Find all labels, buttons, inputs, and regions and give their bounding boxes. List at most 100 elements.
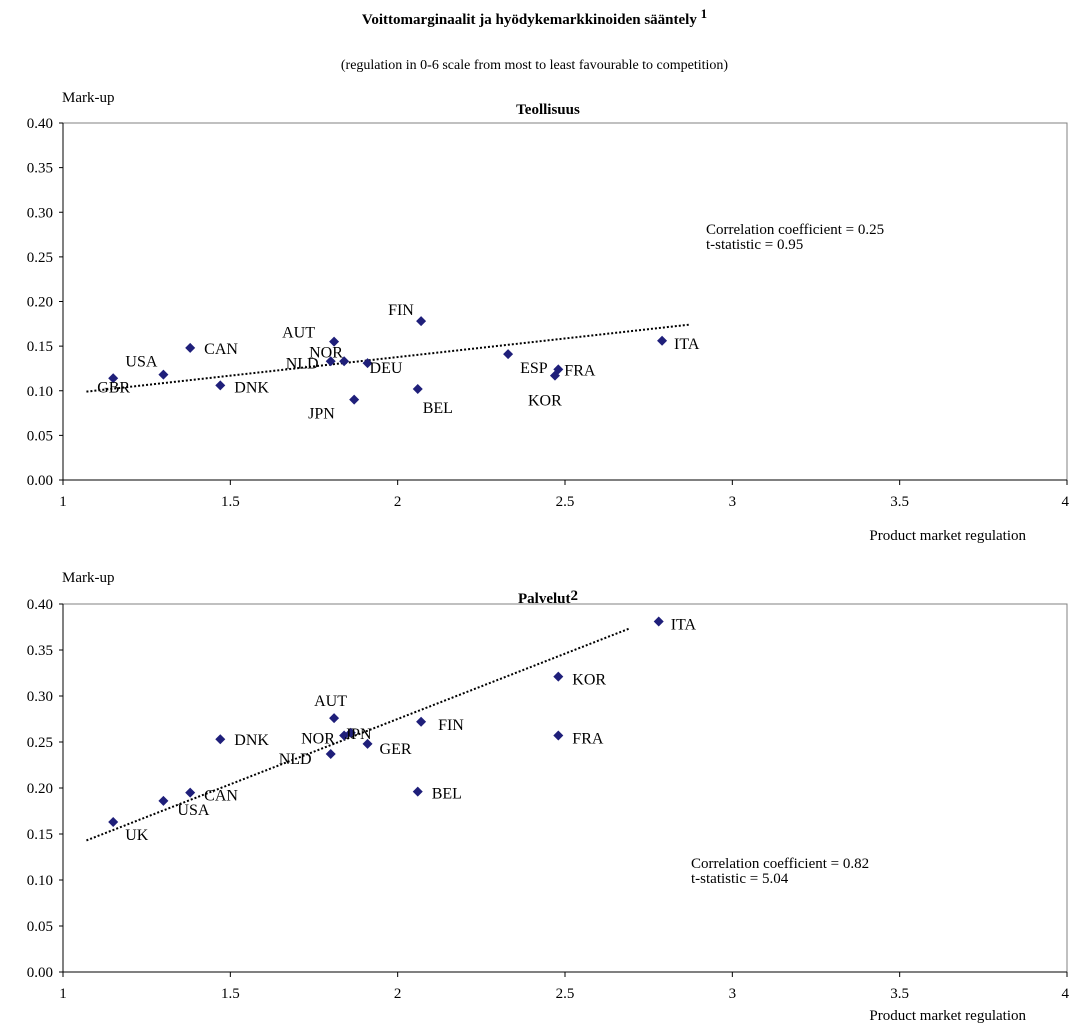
chart1-y-tick-label: 0.40 [27, 116, 53, 132]
chart2-point-label-fin: FIN [438, 717, 464, 734]
chart1-point-label-jpn: JPN [308, 406, 335, 423]
chart2-point-dnk [215, 734, 226, 745]
chart1-y-tick-label: 0.30 [27, 205, 53, 221]
chart1-x-axis-label: Product market regulation [869, 528, 1026, 544]
chart1-point-label-kor: KOR [528, 393, 562, 410]
chart1-x-tick-label: 3.5 [890, 494, 909, 510]
chart2-point-label-ita: ITA [671, 616, 697, 633]
chart2-point-label-dnk: DNK [234, 732, 269, 749]
chart2-y-axis-label: Mark-up [62, 570, 115, 586]
chart2-point-ita [653, 616, 664, 627]
chart1-y-tick-label: 0.00 [27, 473, 53, 489]
chart2-y-tick-label: 0.20 [27, 781, 53, 797]
chart2-point-label-ger: GER [380, 741, 412, 758]
chart2-point-usa [158, 795, 169, 806]
chart1-x-tick-label: 1 [59, 494, 67, 510]
chart1-y-tick-label: 0.20 [27, 295, 53, 311]
chart1-point-label-deu: DEU [370, 360, 403, 377]
chart2-x-axis-label: Product market regulation [869, 1008, 1026, 1024]
chart2-y-tick-label: 0.30 [27, 689, 53, 705]
chart1-x-tick-label: 2 [394, 494, 402, 510]
chart1-x-tick-label: 3 [729, 494, 737, 510]
chart2-y-tick-label: 0.40 [27, 597, 53, 613]
chart1-point-label-fin: FIN [388, 302, 414, 319]
chart1-x-tick-label: 2.5 [556, 494, 575, 510]
chart1-plot-frame [62, 122, 1068, 481]
chart1-point-label-dnk: DNK [234, 379, 269, 396]
chart2-annotation: t-statistic = 5.04 [691, 871, 789, 887]
chart1-point-label-can: CAN [204, 341, 238, 358]
chart2-point-fin [416, 716, 427, 727]
chart1-point-label-usa: USA [125, 354, 157, 371]
chart1-point-esp [503, 349, 514, 360]
figure-title-footnote: 1 [700, 6, 708, 21]
chart1-point-aut [329, 336, 340, 347]
chart1-title: Teollisuus [516, 102, 580, 118]
chart1-point-label-aut: AUT [282, 325, 315, 342]
chart1-point-label-esp: ESP [520, 360, 548, 377]
chart2-point-can [185, 787, 196, 798]
chart2-point-aut [329, 713, 340, 724]
figure-subtitle: (regulation in 0-6 scale from most to le… [340, 58, 729, 73]
chart2-y-tick-label: 0.25 [27, 735, 53, 751]
chart1-point-fin [416, 316, 427, 327]
chart2-point-kor [553, 671, 564, 682]
chart2-x-tick-label: 1 [59, 986, 67, 1002]
chart2-x-tick-label: 1.5 [221, 986, 240, 1002]
figure-title-text: Voittomarginaalit ja hyödykemarkkinoiden… [361, 12, 697, 28]
chart2-x-tick-label: 4 [1062, 986, 1069, 1002]
chart1-point-nld [325, 356, 336, 367]
chart1-point-deu [362, 358, 373, 369]
chart1-point-dnk [215, 380, 226, 391]
chart2-point-label-can: CAN [204, 788, 238, 805]
chart2-point-label-fra: FRA [572, 731, 604, 748]
chart2-point-nld [325, 748, 336, 759]
chart1-point-ita [657, 335, 668, 346]
chart1-point-label-bel: BEL [423, 400, 453, 417]
chart2-x-tick-label: 3.5 [890, 986, 909, 1002]
chart2-point-label-jpn: JPN [345, 726, 372, 743]
chart1-annotation: t-statistic = 0.95 [706, 237, 803, 253]
chart1-point-label-fra: FRA [564, 362, 596, 379]
chart2-point-label-uk: UK [125, 827, 149, 844]
chart1-point-label-nor: NOR [309, 344, 343, 361]
chart1-y-tick-label: 0.05 [27, 428, 53, 444]
chart2-y-tick-label: 0.00 [27, 965, 53, 981]
chart2-y-tick-label: 0.15 [27, 827, 53, 843]
chart2-point-label-bel: BEL [432, 786, 462, 803]
chart1-y-tick-label: 0.25 [27, 250, 53, 266]
chart2-annotation: Correlation coefficient = 0.82 [691, 856, 869, 872]
chart2-title: Palvelut2 [518, 588, 578, 607]
chart2-point-label-nor: NOR [301, 731, 335, 748]
chart2-point-ger [362, 738, 373, 749]
chart2-x-tick-label: 3 [729, 986, 737, 1002]
chart2-point-label-usa: USA [177, 802, 209, 819]
chart1-point-label-gbr: GBR [97, 379, 130, 396]
chart2-point-bel [412, 786, 423, 797]
figure-title: Voittomarginaalit ja hyödykemarkkinoiden… [0, 6, 1069, 29]
chart1-point-label-ita: ITA [674, 336, 700, 353]
chart2-y-tick-label: 0.05 [27, 919, 53, 935]
chart1-y-tick-label: 0.35 [27, 161, 53, 177]
chart2-point-label-nld: NLD [279, 751, 312, 768]
chart1-point-jpn [349, 394, 360, 405]
chart2-trendline [86, 627, 629, 842]
chart1-point-gbr [108, 373, 119, 384]
chart2-point-jpn [345, 727, 356, 738]
chart1-y-axis-label: Mark-up [62, 90, 115, 106]
chart2-point-fra [553, 730, 564, 741]
chart1-point-can [185, 342, 196, 353]
chart1-point-nor [339, 356, 350, 367]
chart2-point-uk [108, 817, 119, 828]
chart1-y-tick-label: 0.10 [27, 384, 53, 400]
chart2-x-tick-label: 2.5 [556, 986, 575, 1002]
chart1-x-tick-label: 4 [1062, 494, 1069, 510]
chart2-point-label-kor: KOR [572, 672, 606, 689]
chart1-annotation: Correlation coefficient = 0.25 [706, 222, 884, 238]
chart1-y-tick-label: 0.15 [27, 339, 53, 355]
chart2-point-label-aut: AUT [314, 693, 347, 710]
chart1-point-label-nld: NLD [286, 355, 319, 372]
chart2-x-tick-label: 2 [394, 986, 402, 1002]
